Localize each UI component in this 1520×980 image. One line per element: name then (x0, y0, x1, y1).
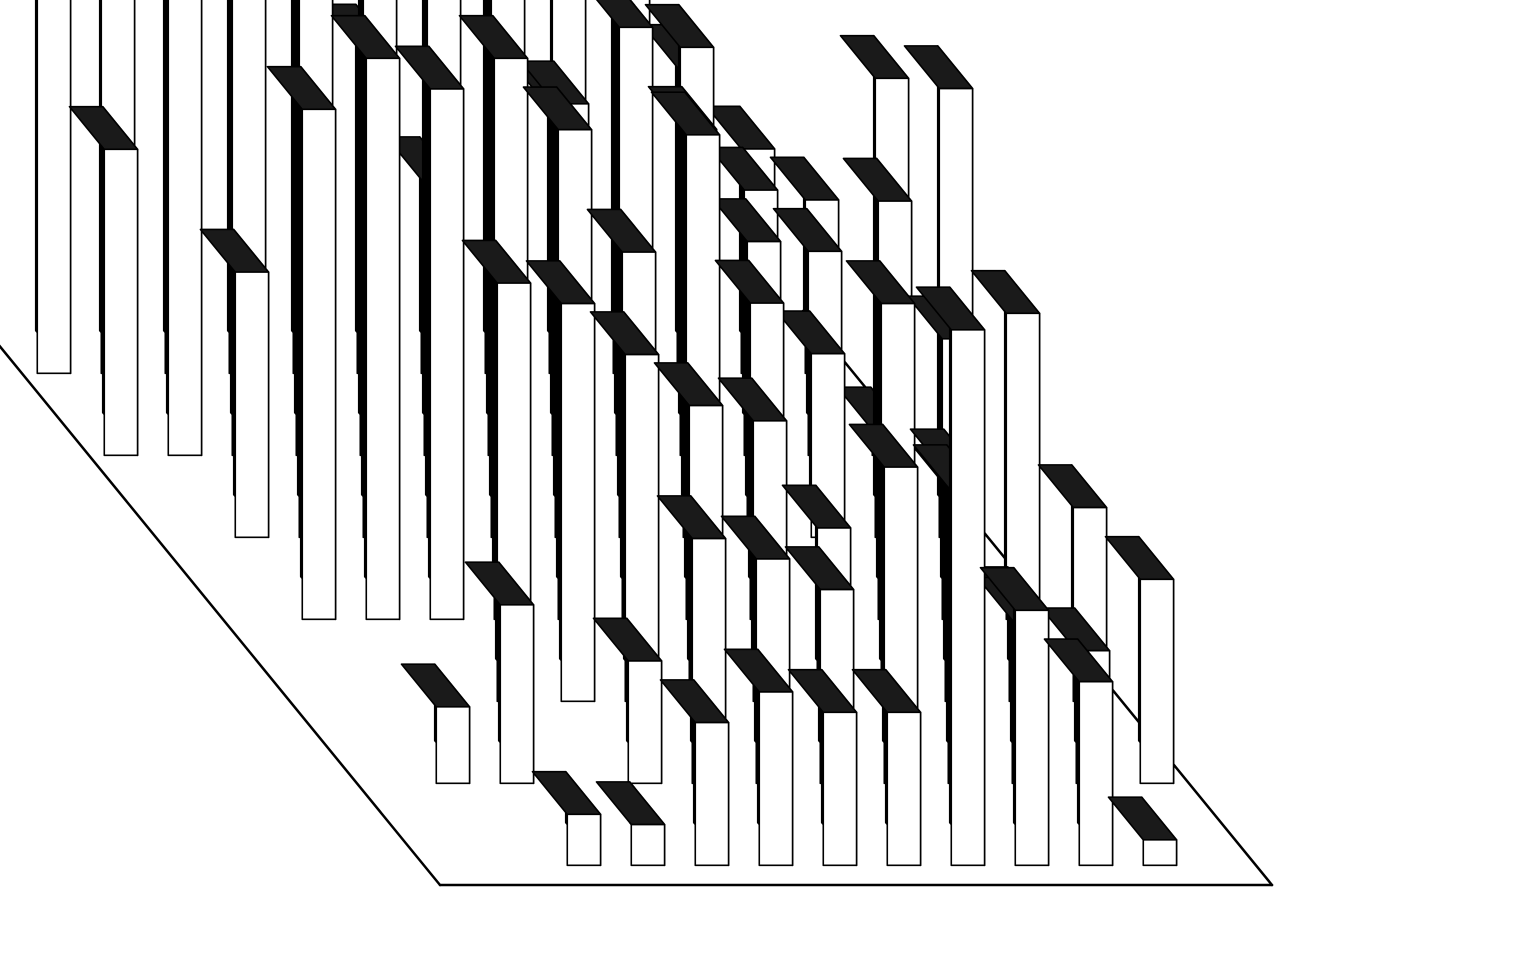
bar (69, 107, 137, 456)
bar (2, 0, 70, 373)
bar (1044, 639, 1112, 865)
bar (526, 261, 594, 701)
bar (788, 670, 856, 866)
bar (1105, 537, 1173, 784)
bar (267, 67, 335, 620)
bar (532, 772, 600, 866)
bar (465, 562, 533, 783)
bar (395, 46, 463, 619)
bar (596, 782, 664, 865)
bars-layer (2, 0, 1176, 865)
bar (133, 0, 201, 455)
bar (331, 16, 399, 620)
bar (916, 287, 984, 865)
three-d-bar-chart (0, 0, 1520, 980)
bar (724, 649, 792, 865)
bar (1108, 797, 1176, 865)
bar (852, 670, 920, 866)
bar (200, 229, 268, 537)
bar (980, 568, 1048, 866)
bar (401, 664, 469, 783)
